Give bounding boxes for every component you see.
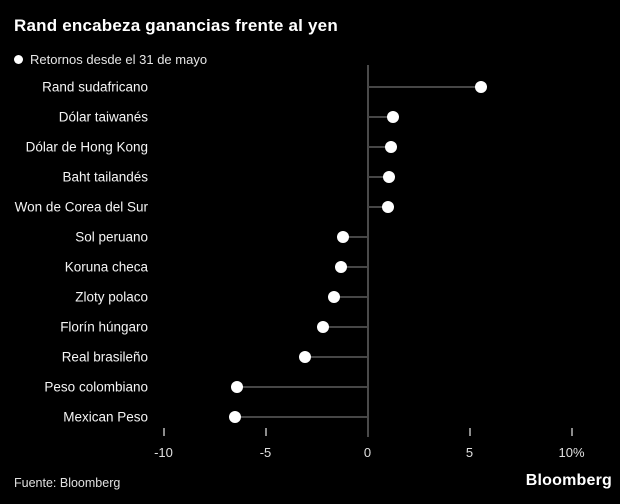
legend-label: Retornos desde el 31 de mayo [30,52,208,67]
data-point-dot [299,351,312,363]
category-label: Won de Corea del Sur [14,199,148,215]
x-axis-tick [162,428,165,436]
data-point-dot [334,261,347,273]
x-axis-tick-label: 5 [465,445,474,460]
bloomberg-logo: Bloomberg [525,472,612,489]
category-label: Florín húngaro [60,319,148,335]
data-point-dot [228,411,241,423]
category-label: Sol peruano [75,229,148,245]
lollipop-stem [234,416,368,418]
data-point-dot [382,171,395,183]
lollipop-stem [236,386,368,388]
lollipop-stem [322,326,368,328]
lollipop-stem [367,86,481,88]
source-text: Fuente: Bloomberg [14,476,121,490]
data-point-dot [337,231,350,243]
lollipop-stem [333,296,368,298]
category-label: Dólar taiwanés [58,109,148,125]
category-label: Real brasileño [61,349,148,365]
category-label: Baht tailandés [62,169,148,185]
data-point-dot [327,291,340,303]
lollipop-stem [367,116,393,118]
category-label: Peso colombiano [44,379,148,395]
x-axis-tick-label: -5 [259,445,272,460]
x-axis-tick-label: 0 [363,445,372,460]
lollipop-stem [367,146,391,148]
x-axis-tick [570,428,573,436]
category-label: Zloty polaco [75,289,148,305]
x-axis-tick-label: 10% [558,445,585,460]
lollipop-stem [343,236,368,238]
category-label: Dólar de Hong Kong [25,139,148,155]
chart-title: Rand encabeza ganancias frente al yen [14,16,338,35]
category-label: Rand sudafricano [42,79,148,95]
data-point-dot [384,141,397,153]
chart-legend: Retornos desde el 31 de mayo [14,52,207,67]
data-point-dot [474,81,487,93]
legend-dot-icon [14,55,23,64]
category-label: Koruna checa [64,259,148,275]
x-axis-tick [264,428,267,436]
data-point-dot [387,111,399,123]
lollipop-stem [367,176,389,178]
x-axis-tick [468,428,471,436]
lollipop-stem [367,206,388,208]
lollipop-stem [340,266,368,268]
data-point-dot [381,201,394,213]
data-point-dot [316,321,329,333]
lollipop-stem [305,356,368,358]
data-point-dot [230,381,243,393]
zero-axis-line [366,65,369,437]
lollipop-chart-plot: Rand sudafricano Dólar taiwanés Dólar de H… [14,65,585,460]
category-label: Mexican Peso [63,409,148,425]
x-axis-tick-label: -10 [154,445,173,460]
